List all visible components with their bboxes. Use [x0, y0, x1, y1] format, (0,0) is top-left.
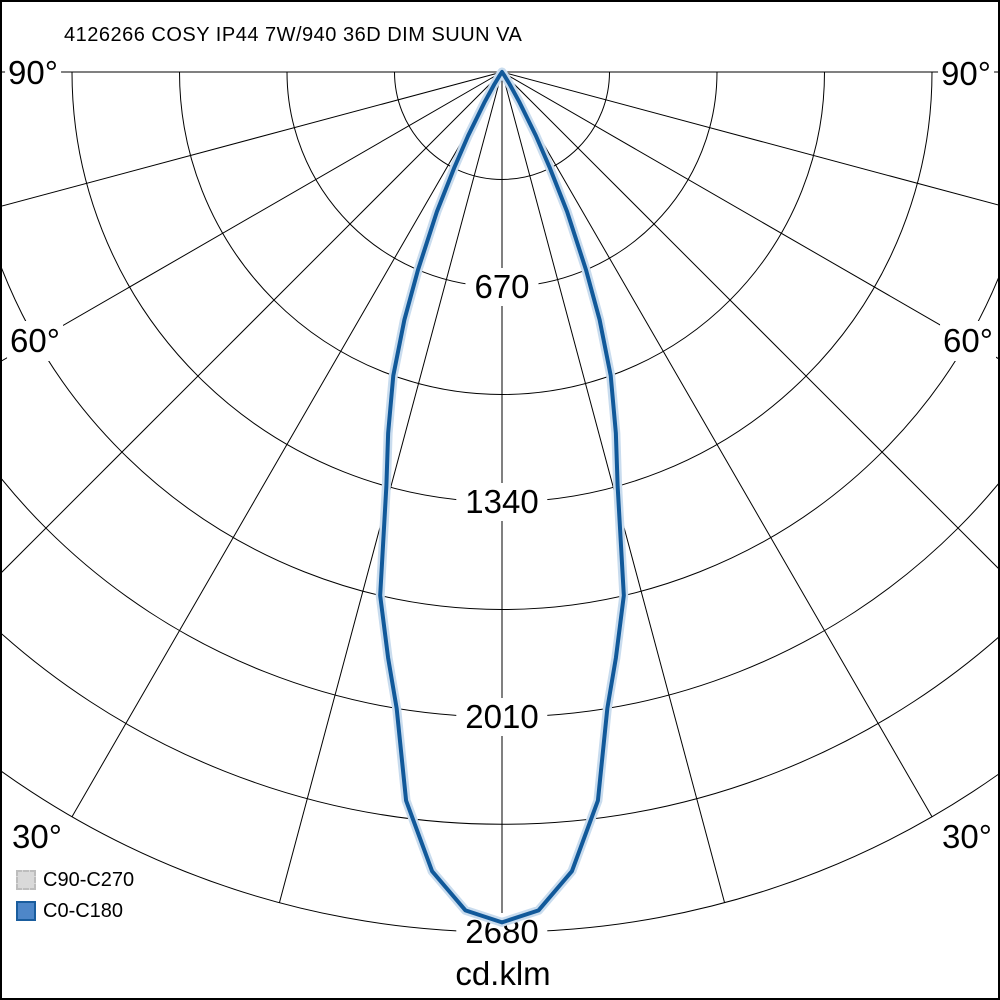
c90-c270-swatch	[16, 870, 36, 890]
legend: C90-C270 C0-C180	[16, 869, 134, 931]
unit-label: cd.klm	[449, 955, 557, 993]
legend-item-c0-c180: C0-C180	[16, 900, 134, 922]
angle-label-60-left: 60°	[7, 321, 63, 361]
legend-item-c90-c270: C90-C270	[16, 869, 134, 891]
legend-label-c90-c270: C90-C270	[43, 869, 135, 891]
angle-label-90-right: 90°	[938, 54, 994, 94]
ring-label-2680: 2680	[456, 913, 548, 951]
legend-label-c0-c180: C0-C180	[43, 900, 124, 922]
page-title: 4126266 COSY IP44 7W/940 36D DIM SUUN VA	[64, 24, 523, 46]
c0-c180-swatch	[16, 901, 36, 921]
ring-label-2010: 2010	[456, 698, 548, 736]
angle-label-90-left: 90°	[5, 53, 61, 93]
ring-label-670: 670	[465, 268, 539, 306]
angle-label-30-left: 30°	[9, 817, 65, 857]
angle-label-60-right: 60°	[940, 321, 996, 361]
angle-label-30-right: 30°	[939, 817, 995, 857]
ring-label-1340: 1340	[456, 483, 548, 521]
